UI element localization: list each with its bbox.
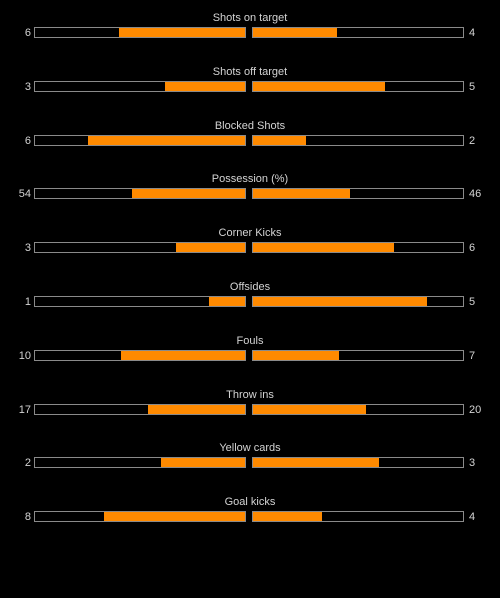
home-bar-fill	[209, 296, 245, 306]
stat-label: Corner Kicks	[218, 227, 282, 240]
stat-label: Shots off target	[212, 65, 288, 78]
away-bar-fill	[253, 243, 394, 253]
home-bar	[34, 457, 246, 469]
away-value: 20	[469, 403, 482, 416]
home-bar-fill	[104, 512, 245, 522]
home-value: 1	[24, 295, 31, 308]
stat-label: Yellow cards	[219, 442, 281, 455]
away-bar-fill	[253, 28, 337, 37]
away-bar	[252, 27, 464, 38]
away-bar	[252, 403, 464, 415]
stat-label: Blocked Shots	[214, 119, 286, 132]
home-bar	[34, 188, 246, 200]
home-value: 54	[18, 188, 31, 201]
away-bar	[252, 349, 464, 361]
stat-row: Shots on target 6 4	[0, 10, 500, 64]
away-value: 46	[469, 188, 482, 201]
home-bar	[34, 295, 246, 307]
home-value: 3	[24, 242, 31, 255]
home-bar	[34, 242, 246, 254]
home-bar-fill	[87, 135, 245, 145]
away-bar	[252, 134, 464, 146]
away-bar	[252, 242, 464, 254]
away-bar	[252, 80, 464, 92]
away-value: 5	[469, 80, 476, 93]
stat-row: Blocked Shots 6 2	[0, 118, 500, 172]
home-bar	[34, 511, 246, 523]
away-bar	[252, 295, 464, 307]
away-value: 5	[469, 295, 476, 308]
home-bar	[34, 27, 246, 38]
stat-row: Goal kicks 8 4	[0, 494, 500, 548]
away-bar	[252, 188, 464, 200]
away-bar	[252, 457, 464, 469]
home-bar	[34, 349, 246, 361]
home-bar	[34, 134, 246, 146]
stat-label: Shots on target	[212, 12, 288, 24]
away-value: 6	[469, 242, 476, 255]
away-bar-fill	[253, 350, 340, 360]
away-value: 3	[469, 457, 476, 470]
away-value: 4	[469, 27, 476, 39]
home-value: 10	[18, 349, 31, 362]
away-bar-fill	[253, 81, 386, 91]
home-value: 6	[24, 27, 31, 39]
stat-row: Corner Kicks 3 6	[0, 225, 500, 279]
stat-row: Shots off target 3 5	[0, 64, 500, 118]
home-value: 2	[24, 457, 31, 470]
stat-row: Throw ins 17 20	[0, 387, 500, 441]
away-bar-fill	[253, 296, 428, 306]
stat-label: Offsides	[229, 280, 271, 293]
home-bar-fill	[148, 404, 245, 414]
stat-row: Possession (%) 54 46	[0, 171, 500, 225]
home-bar-fill	[121, 350, 245, 360]
stat-label: Goal kicks	[224, 496, 276, 509]
home-bar	[34, 80, 246, 92]
away-value: 7	[469, 349, 476, 362]
match-stats-list: Shots on target 6 4 Shots off target 3 5…	[0, 10, 500, 548]
home-bar-fill	[175, 243, 245, 253]
stat-row: Yellow cards 2 3	[0, 440, 500, 494]
away-bar-fill	[253, 135, 306, 145]
away-value: 4	[469, 511, 476, 524]
stat-row: Offsides 1 5	[0, 279, 500, 333]
home-bar-fill	[131, 189, 245, 199]
away-value: 2	[469, 134, 476, 147]
stat-row: Fouls 10 7	[0, 333, 500, 387]
away-bar-fill	[253, 189, 350, 199]
home-value: 17	[18, 403, 31, 416]
away-bar-fill	[253, 512, 323, 522]
home-value: 8	[24, 511, 31, 524]
stat-label: Possession (%)	[211, 173, 289, 186]
home-value: 6	[24, 134, 31, 147]
home-bar	[34, 403, 246, 415]
home-bar-fill	[119, 28, 245, 37]
away-bar-fill	[253, 458, 379, 468]
stat-label: Fouls	[236, 334, 264, 347]
home-bar-fill	[165, 81, 245, 91]
home-bar-fill	[161, 458, 245, 468]
away-bar-fill	[253, 404, 367, 414]
stat-label: Throw ins	[226, 388, 274, 401]
home-value: 3	[24, 80, 31, 93]
away-bar	[252, 511, 464, 523]
